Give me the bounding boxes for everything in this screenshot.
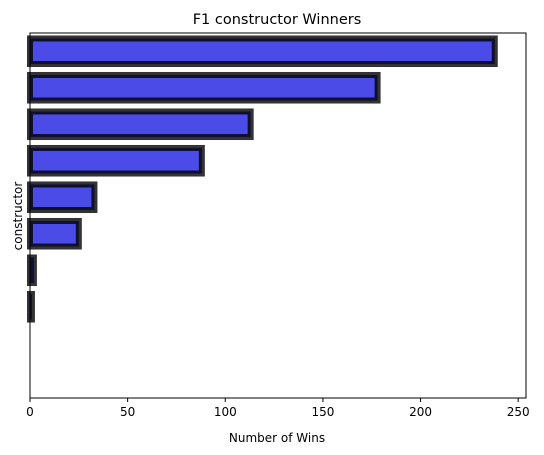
x-tick-label: 200 <box>409 405 432 419</box>
x-tick-label: 100 <box>214 405 237 419</box>
bar-edge <box>27 181 98 214</box>
bar-edge <box>27 254 37 287</box>
x-tick-label: 250 <box>507 405 530 419</box>
chart-title: F1 constructor Winners <box>193 12 362 28</box>
x-tick-label: 150 <box>311 405 334 419</box>
bar-edge <box>27 35 498 68</box>
bar-edge <box>27 217 82 250</box>
x-axis-ticks: 0 50 100 150 200 250 <box>26 398 530 419</box>
x-tick-label: 0 <box>26 405 34 419</box>
bar-edge <box>27 144 205 177</box>
plot-frame <box>29 32 527 399</box>
y-axis-label: constructor <box>11 182 25 251</box>
bar-edge <box>27 108 254 141</box>
x-axis-label: Number of Wins <box>229 431 325 445</box>
bars-group <box>27 35 498 323</box>
bar-edge <box>27 71 381 104</box>
x-tick-label: 50 <box>120 405 135 419</box>
